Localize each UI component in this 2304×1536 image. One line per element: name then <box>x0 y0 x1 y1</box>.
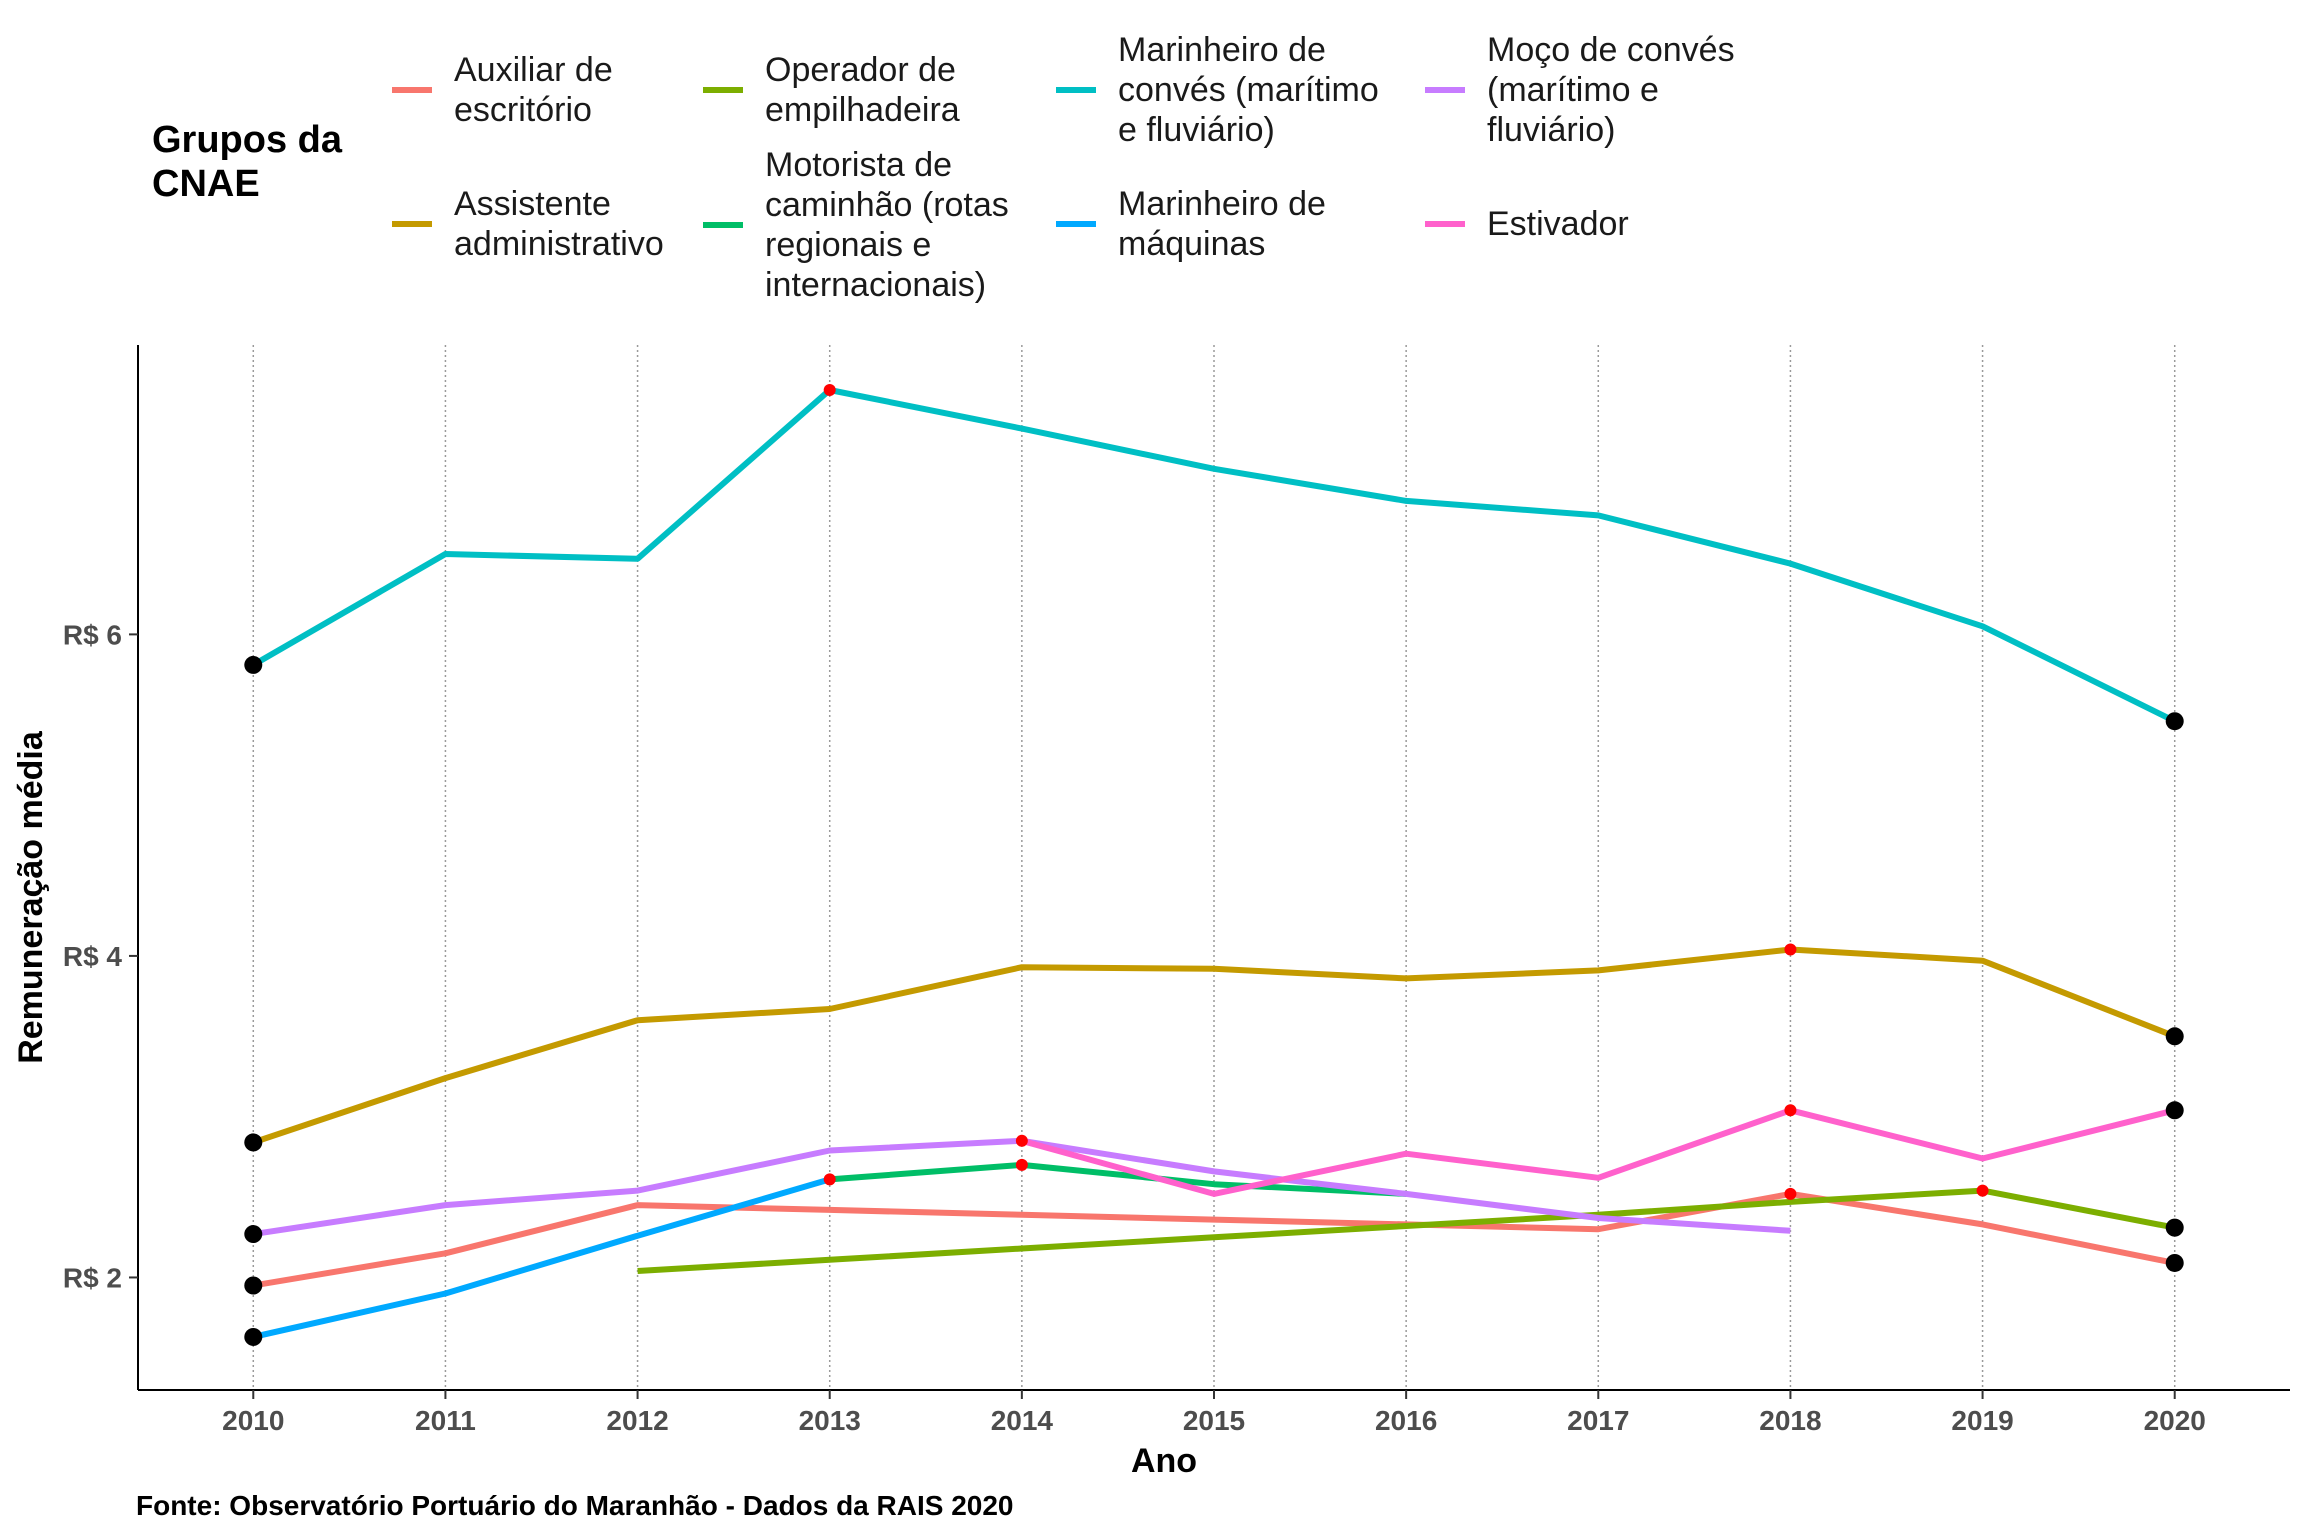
legend-item: Motorista de caminhão (rotas regionais e… <box>703 145 1009 305</box>
legend-label: Auxiliar de escritório <box>454 51 613 129</box>
series-line-5 <box>252 1176 831 1340</box>
endpoint-marker-7 <box>2165 1101 2184 1120</box>
max-marker-2 <box>1976 1184 1989 1197</box>
max-marker-4 <box>823 384 836 397</box>
legend-item: Marinheiro de convés (marítimo e fluviár… <box>1056 30 1379 150</box>
legend-swatch <box>1425 221 1465 227</box>
legend-item: Assistente administrativo <box>392 184 664 264</box>
legend-label: Marinheiro de máquinas <box>1118 185 1326 263</box>
legend-item: Estivador <box>1425 204 1629 244</box>
series-line-4 <box>251 387 2177 724</box>
endpoint-marker-2 <box>2165 1218 2184 1237</box>
x-tick-label: 2011 <box>415 1405 476 1436</box>
legend-item: Marinheiro de máquinas <box>1056 184 1326 264</box>
max-marker-7 <box>1015 1134 1028 1147</box>
x-tick-label: 2010 <box>222 1405 284 1436</box>
legend-swatch <box>703 87 743 93</box>
endpoint-marker-4 <box>2165 712 2184 731</box>
endpoint-marker-6 <box>244 1225 263 1244</box>
endpoint-marker-1 <box>2165 1027 2184 1046</box>
legend-label: Operador de empilhadeira <box>765 51 960 129</box>
x-tick-label: 2020 <box>2144 1405 2206 1436</box>
legend-title: Grupos da CNAE <box>152 119 343 205</box>
legend-label: Marinheiro de convés (marítimo e fluviár… <box>1118 31 1379 149</box>
max-marker-3 <box>1015 1158 1028 1171</box>
x-tick-label: 2016 <box>1375 1405 1437 1436</box>
legend-item: Moço de convés (marítimo e fluviário) <box>1425 30 1735 150</box>
legend-swatch <box>392 87 432 93</box>
endpoint-marker-0 <box>244 1276 263 1295</box>
legend-item: Auxiliar de escritório <box>392 50 613 130</box>
x-tick-label: 2014 <box>991 1405 1054 1436</box>
y-tick-label: R$ 2 <box>63 1262 122 1293</box>
x-tick-label: 2017 <box>1567 1405 1629 1436</box>
x-tick-label: 2019 <box>1951 1405 2013 1436</box>
legend-label: Estivador <box>1487 205 1629 243</box>
series-line-1 <box>252 946 2176 1146</box>
max-marker-7 <box>1784 1104 1797 1117</box>
endpoint-marker-0 <box>2165 1253 2184 1272</box>
legend-label: Assistente administrativo <box>454 185 664 263</box>
legend-swatch <box>703 222 743 228</box>
series-line-7 <box>1021 1107 2176 1197</box>
endpoint-marker-5 <box>244 1327 263 1346</box>
legend-swatch <box>1056 87 1096 93</box>
series-line-0 <box>252 1190 2176 1289</box>
endpoint-marker-4 <box>244 655 263 674</box>
legend-item: Operador de empilhadeira <box>703 50 960 130</box>
legend-swatch <box>1425 87 1465 93</box>
legend-label: Moço de convés (marítimo e fluviário) <box>1487 31 1735 149</box>
series-line-3 <box>829 1161 1407 1197</box>
y-tick-label: R$ 6 <box>63 619 122 650</box>
y-axis-title: Remuneração média <box>12 730 50 1064</box>
x-tick-label: 2018 <box>1759 1405 1821 1436</box>
max-marker-3 <box>823 1173 836 1186</box>
x-tick-label: 2012 <box>606 1405 668 1436</box>
x-axis-title: Ano <box>1131 1442 1197 1480</box>
legend-swatch <box>392 221 432 227</box>
max-marker-0 <box>1784 1187 1797 1200</box>
legend-label: Motorista de caminhão (rotas regionais e… <box>765 146 1009 304</box>
x-tick-label: 2013 <box>799 1405 861 1436</box>
x-tick-label: 2015 <box>1183 1405 1245 1436</box>
y-tick-label: R$ 4 <box>63 941 123 972</box>
legend-swatch <box>1056 221 1096 227</box>
series-line-2 <box>637 1187 2176 1274</box>
caption: Fonte: Observatório Portuário do Maranhã… <box>136 1490 1014 1521</box>
endpoint-marker-1 <box>244 1133 263 1152</box>
max-marker-1 <box>1784 943 1797 956</box>
